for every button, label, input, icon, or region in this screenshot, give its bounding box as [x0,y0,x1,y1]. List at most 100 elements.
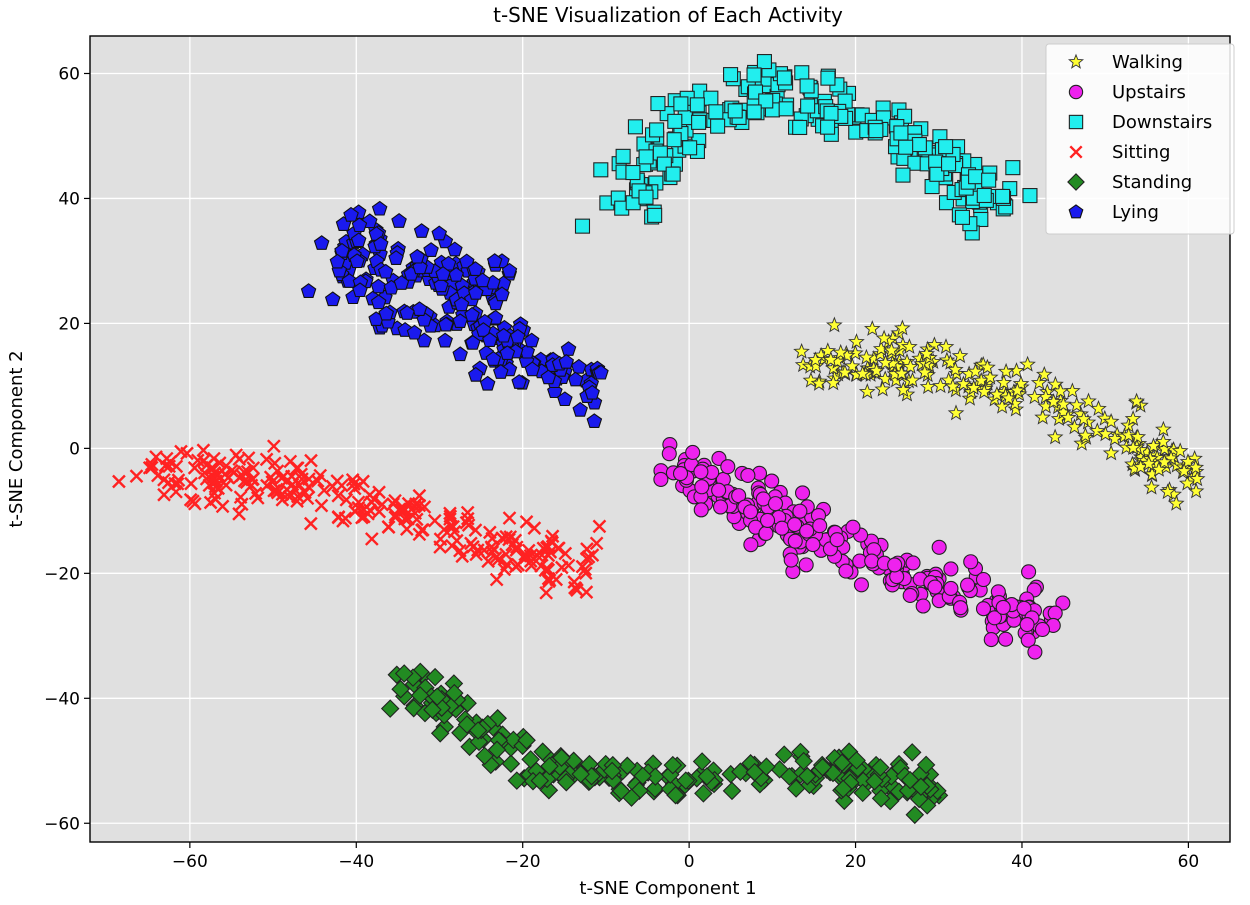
data-point [494,286,510,302]
data-point [331,510,346,524]
data-point [993,397,1011,414]
data-point [663,755,683,775]
data-point [1034,621,1051,638]
data-point [406,324,423,340]
data-point [539,585,554,600]
data-point [902,358,919,374]
data-point [1022,188,1038,204]
data-point [1027,644,1043,660]
legend-label-upstairs: Upstairs [1112,82,1186,103]
data-point [381,520,396,534]
data-point [310,474,325,488]
data-point [638,149,654,165]
data-point [960,577,976,593]
x-tick-label: 20 [845,852,867,872]
data-point [265,475,280,489]
data-point [511,374,527,389]
data-point [759,512,776,528]
data-point [979,358,996,375]
scatter-points [112,54,1206,825]
series-standing [380,662,949,825]
data-point [758,93,774,109]
data-point [574,218,591,234]
data-point [317,483,331,498]
data-point [502,511,517,525]
data-point [468,721,488,740]
data-point [351,217,368,233]
data-point [593,364,609,380]
data-point [1030,374,1048,390]
data-point [232,507,246,521]
data-point [1102,412,1120,429]
data-point [589,536,604,551]
data-point [464,306,480,322]
data-point [807,357,825,374]
data-point [1021,564,1037,580]
data-point [952,600,969,616]
data-point [391,213,407,228]
data-point [1020,632,1036,648]
data-point [510,328,526,344]
data-point [481,554,495,569]
data-point [981,172,997,188]
data-point [864,553,880,569]
data-point [954,209,970,225]
data-point [570,583,584,597]
data-point [388,250,404,265]
data-point [868,123,884,139]
data-point [694,784,713,803]
data-point [431,225,448,241]
data-point [691,114,707,130]
data-point [976,187,992,204]
data-point [916,755,936,775]
x-axis-ticks: −60 −40 −20 0 20 40 60 [172,842,1199,872]
data-point [539,780,559,800]
data-point [557,772,576,792]
data-point [800,98,816,114]
data-point [723,67,739,83]
legend-label-downstairs: Downstairs [1112,112,1212,133]
data-point [1188,470,1206,487]
data-point [911,777,931,796]
data-point [437,332,453,348]
data-point [1090,400,1107,416]
data-point [304,453,318,468]
data-point [997,362,1015,379]
data-point [1097,425,1114,442]
data-point [415,523,429,537]
data-point [871,758,890,777]
data-point [876,370,894,387]
data-point [1159,483,1177,500]
data-point [1075,410,1092,427]
data-point [805,537,821,553]
data-point [911,136,927,153]
data-point [794,485,811,501]
data-point [557,391,573,407]
data-point [820,119,836,135]
data-point [282,489,297,504]
data-point [487,740,507,760]
data-point [975,601,992,617]
x-tick-label: −40 [338,852,374,872]
data-point [1009,381,1026,398]
data-point [339,492,354,507]
data-point [943,561,959,577]
data-point [746,67,762,83]
data-point [1007,400,1025,417]
data-point [1046,428,1064,445]
x-tick-label: −60 [172,852,208,872]
data-point [467,261,484,276]
data-point [112,474,126,489]
data-point [180,446,194,461]
data-point [645,779,665,798]
data-point [602,761,622,781]
data-point [313,235,330,250]
data-point [799,78,815,94]
data-point [650,96,666,112]
data-point [275,492,290,507]
data-point [430,724,450,743]
data-point [793,342,810,359]
data-point [743,504,759,520]
data-point [895,167,911,183]
data-point [780,767,799,786]
